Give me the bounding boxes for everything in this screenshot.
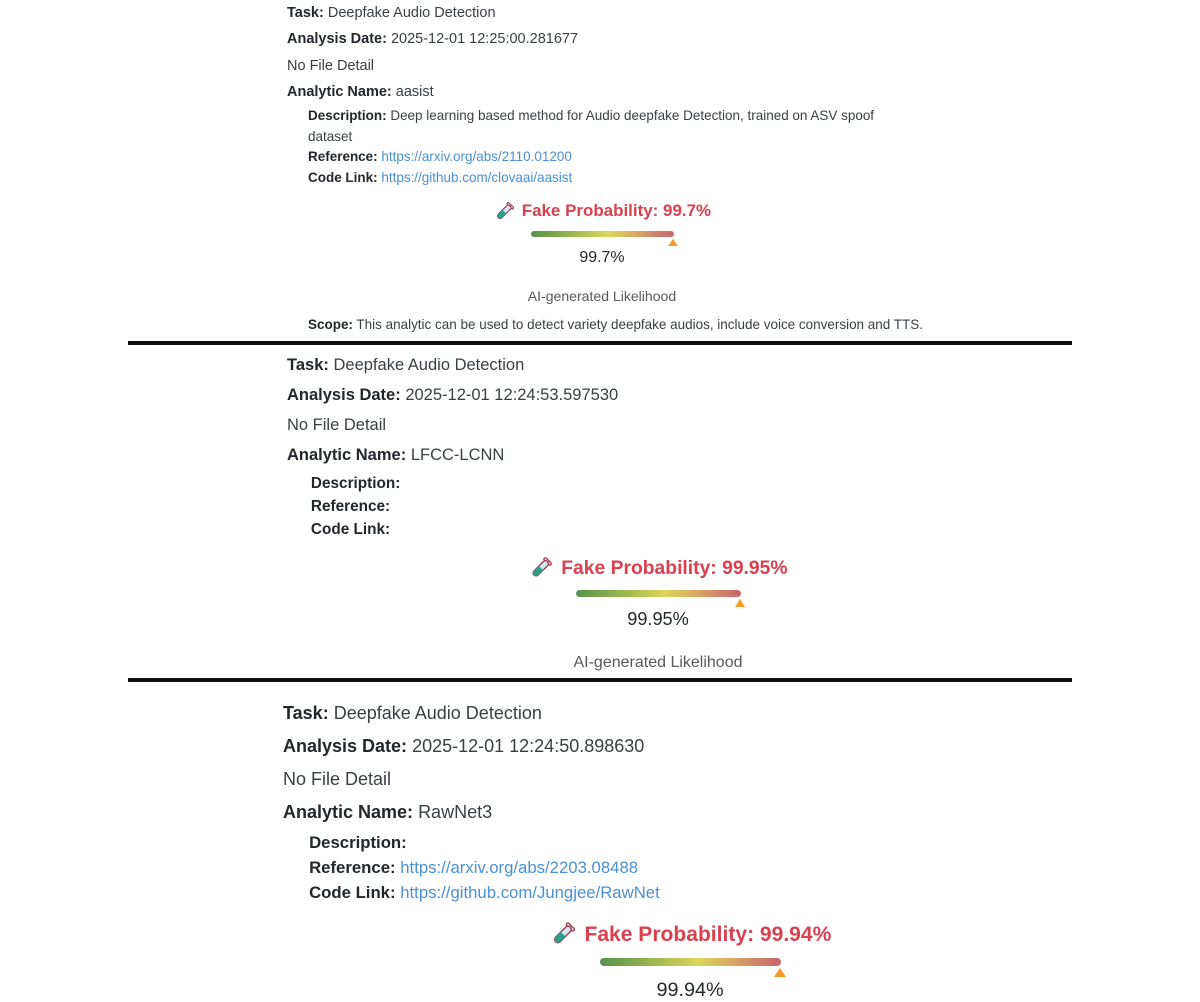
analysis-date-label: Analysis Date: bbox=[287, 31, 387, 48]
file-detail-text: No File Detail bbox=[283, 768, 392, 789]
analysis-section-rawnet3: Task: Deepfake Audio Detection Analysis … bbox=[0, 682, 1200, 1001]
section-divider bbox=[128, 678, 1072, 683]
description-line: Description: bbox=[311, 472, 1200, 495]
analytic-name-line: Analytic Name: RawNet3 bbox=[283, 801, 1200, 824]
probability-value: 99.95% bbox=[627, 609, 689, 630]
reference-label: Reference: bbox=[309, 857, 396, 877]
gauge-marker-icon bbox=[668, 239, 679, 247]
task-line: Task: Deepfake Audio Detection bbox=[283, 702, 1200, 725]
gradient-bar bbox=[530, 230, 674, 238]
likelihood-caption: AI-generated Likelihood bbox=[527, 288, 677, 305]
description-line: Description: Deep learning based method … bbox=[308, 106, 886, 147]
fake-probability-header: Fake Probability: 99.95% bbox=[528, 556, 788, 581]
reference-line: Reference: https://arxiv.org/abs/2110.01… bbox=[308, 147, 1200, 167]
test-tube-icon bbox=[549, 921, 576, 948]
task-value: Deepfake Audio Detection bbox=[333, 356, 525, 375]
analytic-name-value: RawNet3 bbox=[418, 801, 493, 822]
reference-line: Reference: https://arxiv.org/abs/2203.08… bbox=[309, 855, 1200, 880]
fake-probability-widget: Fake Probability: 99.7% 99.7% AI-generat… bbox=[287, 201, 917, 305]
analysis-date-label: Analysis Date: bbox=[283, 736, 408, 757]
probability-gauge bbox=[575, 589, 746, 608]
task-label: Task: bbox=[287, 5, 324, 21]
file-detail-text: No File Detail bbox=[287, 416, 387, 435]
analytic-name-label: Analytic Name: bbox=[283, 801, 414, 822]
analytic-name-line: Analytic Name: LFCC-LCNN bbox=[287, 445, 1200, 466]
task-value: Deepfake Audio Detection bbox=[327, 5, 496, 21]
fake-probability-widget: Fake Probability: 99.94% 99.94% bbox=[283, 921, 1097, 1002]
analytic-name-value: aasist bbox=[395, 84, 434, 101]
fake-probability-header: Fake Probability: 99.94% bbox=[549, 921, 832, 948]
analytic-name-label: Analytic Name: bbox=[287, 84, 392, 101]
fake-probability-label: Fake Probability: 99.95% bbox=[561, 557, 788, 579]
analytic-name-value: LFCC-LCNN bbox=[410, 446, 505, 465]
probability-gauge bbox=[530, 230, 679, 248]
description-label: Description: bbox=[310, 474, 401, 492]
fake-probability-label: Fake Probability: 99.94% bbox=[584, 923, 832, 947]
reference-label: Reference: bbox=[310, 498, 391, 516]
reference-label: Reference: bbox=[308, 149, 378, 165]
probability-gauge bbox=[599, 958, 787, 978]
analytic-details: Description: Reference: https://arxiv.or… bbox=[283, 830, 1200, 906]
analysis-date-value: 2025-12-01 12:24:53.597530 bbox=[405, 386, 619, 405]
description-value: Deep learning based method for Audio dee… bbox=[308, 108, 875, 144]
task-line: Task: Deepfake Audio Detection bbox=[287, 355, 1200, 376]
code-link[interactable]: https://github.com/Jungjee/RawNet bbox=[400, 883, 660, 903]
fake-probability-widget: Fake Probability: 99.95% 99.95% AI-gener… bbox=[287, 556, 1029, 673]
task-label: Task: bbox=[287, 356, 329, 375]
file-detail-line: No File Detail bbox=[287, 415, 1200, 436]
reference-link[interactable]: https://arxiv.org/abs/2203.08488 bbox=[400, 857, 639, 877]
code-link-label: Code Link: bbox=[310, 521, 391, 539]
test-tube-icon bbox=[528, 556, 553, 581]
likelihood-caption: AI-generated Likelihood bbox=[573, 654, 743, 672]
analytic-name-label: Analytic Name: bbox=[287, 446, 407, 465]
gauge-marker-icon bbox=[735, 599, 746, 608]
analysis-section-lfcc-lcnn: Task: Deepfake Audio Detection Analysis … bbox=[0, 345, 1200, 672]
reference-link[interactable]: https://arxiv.org/abs/2110.01200 bbox=[381, 149, 572, 165]
code-link-line: Code Link: https://github.com/clovaai/aa… bbox=[308, 168, 1200, 188]
probability-value: 99.94% bbox=[656, 978, 724, 1001]
description-line: Description: bbox=[309, 830, 1200, 855]
analysis-date-value: 2025-12-01 12:24:50.898630 bbox=[412, 736, 645, 757]
code-link-line: Code Link: https://github.com/Jungjee/Ra… bbox=[309, 880, 1200, 905]
test-tube-icon bbox=[493, 201, 515, 223]
code-link-label: Code Link: bbox=[309, 883, 396, 903]
probability-value: 99.7% bbox=[579, 249, 625, 266]
task-value: Deepfake Audio Detection bbox=[333, 703, 542, 724]
scope-value: This analytic can be used to detect vari… bbox=[356, 316, 923, 332]
description-label: Description: bbox=[309, 832, 407, 852]
section-divider bbox=[128, 341, 1072, 346]
fake-probability-header: Fake Probability: 99.7% bbox=[493, 201, 711, 223]
analysis-date-value: 2025-12-01 12:25:00.281677 bbox=[390, 31, 579, 48]
analysis-date-line: Analysis Date: 2025-12-01 12:24:53.59753… bbox=[287, 385, 1200, 406]
file-detail-line: No File Detail bbox=[283, 768, 1200, 791]
fake-probability-label: Fake Probability: 99.7% bbox=[521, 201, 712, 221]
gradient-bar bbox=[575, 589, 741, 598]
analysis-section-aasist: Task: Deepfake Audio Detection Analysis … bbox=[0, 0, 1200, 335]
scope-label: Scope: bbox=[308, 316, 353, 332]
file-detail-text: No File Detail bbox=[287, 57, 375, 74]
gauge-marker-icon bbox=[774, 968, 787, 978]
analytic-name-line: Analytic Name: aasist bbox=[287, 83, 1200, 102]
task-line: Task: Deepfake Audio Detection bbox=[287, 4, 1200, 23]
analysis-date-label: Analysis Date: bbox=[287, 386, 401, 405]
code-link-line: Code Link: bbox=[311, 518, 1200, 541]
gradient-bar bbox=[599, 958, 781, 967]
file-detail-line: No File Detail bbox=[287, 57, 1200, 76]
analysis-date-line: Analysis Date: 2025-12-01 12:25:00.28167… bbox=[287, 30, 1200, 49]
description-label: Description: bbox=[308, 108, 387, 124]
task-label: Task: bbox=[283, 703, 329, 724]
analysis-date-line: Analysis Date: 2025-12-01 12:24:50.89863… bbox=[283, 735, 1200, 758]
code-link-label: Code Link: bbox=[308, 169, 378, 185]
scope-line: Scope: This analytic can be used to dete… bbox=[308, 315, 1200, 335]
reference-line: Reference: bbox=[311, 495, 1200, 518]
analytic-details: Description: Reference: Code Link: bbox=[287, 472, 1200, 542]
analytic-details: Description: Deep learning based method … bbox=[287, 106, 1200, 188]
code-link[interactable]: https://github.com/clovaai/aasist bbox=[381, 169, 573, 185]
